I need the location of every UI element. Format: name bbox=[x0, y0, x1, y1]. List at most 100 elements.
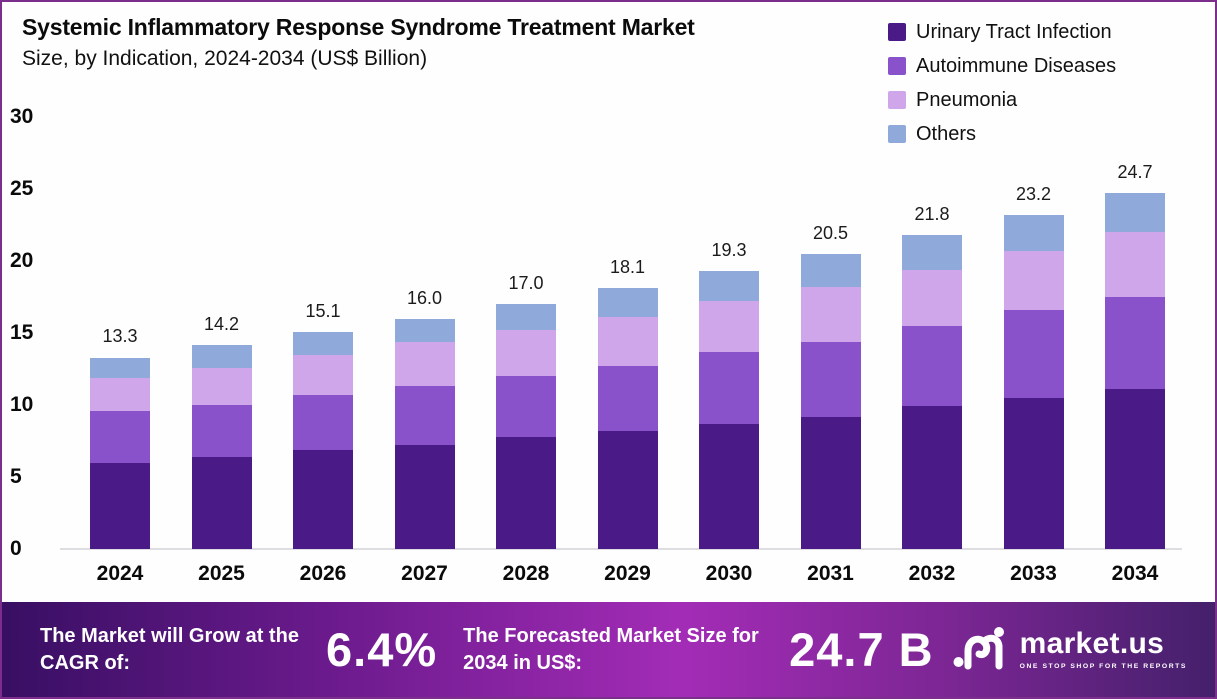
y-axis-tick-label: 15 bbox=[10, 321, 34, 344]
bar-segment-others bbox=[902, 235, 962, 270]
bar-segment-urinary-tract-infection bbox=[1105, 389, 1165, 549]
bar-segment-pneumonia bbox=[1003, 250, 1064, 310]
bar-2027 bbox=[394, 318, 455, 549]
bar-segment-others bbox=[394, 318, 455, 342]
y-axis-tick-label: 5 bbox=[10, 465, 22, 488]
x-axis-label-2025: 2025 bbox=[198, 562, 245, 585]
y-axis-tick-label: 10 bbox=[10, 393, 34, 416]
bar-segment-others bbox=[800, 253, 861, 287]
legend-item-urinary-tract-infection: Urinary Tract Infection bbox=[888, 15, 1116, 49]
chart-subtitle: Size, by Indication, 2024-2034 (US$ Bill… bbox=[22, 47, 428, 70]
bar-2028 bbox=[496, 304, 556, 549]
y-axis-tick-label: 25 bbox=[10, 177, 34, 200]
bar-total-label-2034: 24.7 bbox=[1117, 162, 1153, 183]
bar-total-label-2026: 15.1 bbox=[305, 300, 341, 321]
bar-segment-pneumonia bbox=[800, 286, 861, 342]
bar-segment-pneumonia bbox=[90, 377, 150, 411]
x-axis-label-2030: 2030 bbox=[705, 562, 753, 585]
bar-segment-pneumonia bbox=[496, 330, 556, 377]
bar-2024 bbox=[90, 357, 150, 549]
bar-segment-urinary-tract-infection bbox=[902, 406, 962, 549]
chart-title-block: Systemic Inflammatory Response Syndrome … bbox=[22, 14, 695, 71]
bar-total-label-2028: 17.0 bbox=[508, 273, 544, 294]
forecast-value: 24.7 B bbox=[789, 623, 934, 676]
x-axis-label-2029: 2029 bbox=[604, 562, 651, 585]
x-axis-label-2024: 2024 bbox=[96, 562, 144, 585]
legend-swatch bbox=[888, 125, 906, 143]
bar-2030 bbox=[699, 271, 759, 549]
bar-segment-pneumonia bbox=[293, 354, 353, 395]
market-us-swirl-icon bbox=[953, 626, 1004, 669]
bar-segment-autoimmune-diseases bbox=[293, 394, 353, 450]
bottom-banner: The Market will Grow at the CAGR of: 6.4… bbox=[2, 602, 1215, 697]
x-axis-label-2027: 2027 bbox=[401, 562, 448, 585]
bar-2026 bbox=[293, 331, 353, 549]
bar-segment-others bbox=[1105, 193, 1165, 233]
bar-segment-autoimmune-diseases bbox=[902, 325, 962, 407]
bar-segment-urinary-tract-infection bbox=[394, 445, 455, 549]
bar-segment-urinary-tract-infection bbox=[597, 430, 658, 549]
bar-segment-urinary-tract-infection bbox=[293, 449, 353, 549]
bar-segment-autoimmune-diseases bbox=[90, 410, 150, 463]
bar-2031 bbox=[800, 253, 861, 549]
x-axis-label-2034: 2034 bbox=[1111, 562, 1159, 585]
stacked-bar-chart: 0 5 10 15 20 25 30 13.3 2024 14.2 2025 15.1 2026 16.0… bbox=[2, 2, 1215, 602]
bar-total-label-2030: 19.3 bbox=[711, 240, 747, 261]
legend-swatch bbox=[888, 57, 906, 75]
x-axis-label-2033: 2033 bbox=[1010, 562, 1057, 585]
bar-segment-pneumonia bbox=[699, 301, 759, 352]
y-axis-tick-label: 20 bbox=[10, 249, 34, 272]
bar-2034 bbox=[1105, 193, 1165, 549]
legend-label: Others bbox=[916, 122, 977, 145]
bar-segment-pneumonia bbox=[902, 269, 962, 326]
bar-segment-pneumonia bbox=[394, 341, 455, 387]
bar-segment-pneumonia bbox=[597, 317, 658, 367]
brand-name: market.us bbox=[1019, 627, 1165, 660]
legend-swatch bbox=[888, 91, 906, 109]
bar-segment-urinary-tract-infection bbox=[496, 436, 556, 549]
cagr-label: The Market will Grow at the CAGR of: bbox=[40, 625, 299, 674]
bar-segment-autoimmune-diseases bbox=[496, 376, 556, 437]
legend-label: Autoimmune Diseases bbox=[916, 54, 1117, 77]
chart-legend: Urinary Tract Infection Autoimmune Diseas… bbox=[888, 15, 1116, 151]
bar-segment-others bbox=[597, 288, 658, 318]
bar-segment-others bbox=[191, 344, 252, 368]
bar-segment-others bbox=[496, 304, 556, 331]
bar-total-label-2032: 21.8 bbox=[914, 204, 950, 225]
chart-title: Systemic Inflammatory Response Syndrome … bbox=[22, 14, 695, 40]
x-axis-label-2028: 2028 bbox=[502, 562, 550, 585]
legend-label: Urinary Tract Infection bbox=[916, 20, 1112, 43]
brand-logo: market.us ONE STOP SHOP FOR THE REPORTS bbox=[952, 624, 1187, 676]
bar-segment-urinary-tract-infection bbox=[191, 456, 252, 549]
legend-item-others: Others bbox=[888, 117, 1116, 151]
x-axis-label-2026: 2026 bbox=[299, 562, 347, 585]
bar-segment-others bbox=[699, 271, 759, 302]
bar-2029 bbox=[597, 288, 658, 549]
bar-segment-autoimmune-diseases bbox=[800, 341, 861, 417]
bar-segment-others bbox=[293, 331, 353, 355]
bar-segment-others bbox=[1003, 214, 1064, 251]
brand-text: market.us ONE STOP SHOP FOR THE REPORTS bbox=[1019, 627, 1187, 671]
bar-segment-autoimmune-diseases bbox=[394, 386, 455, 446]
bar-segment-urinary-tract-infection bbox=[800, 416, 861, 549]
x-axis-label-2032: 2032 bbox=[908, 562, 956, 585]
y-axis-tick-label: 30 bbox=[10, 105, 34, 128]
x-axis-label-2031: 2031 bbox=[807, 562, 854, 585]
legend-item-pneumonia: Pneumonia bbox=[888, 83, 1116, 117]
bar-segment-autoimmune-diseases bbox=[699, 351, 759, 424]
legend-swatch bbox=[888, 23, 906, 41]
bar-2033 bbox=[1003, 214, 1064, 549]
bar-total-label-2027: 16.0 bbox=[406, 287, 443, 308]
bar-segment-autoimmune-diseases bbox=[1105, 297, 1165, 390]
brand-tagline: ONE STOP SHOP FOR THE REPORTS bbox=[1019, 663, 1187, 670]
bar-2025 bbox=[191, 344, 252, 549]
cagr-value: 6.4% bbox=[326, 623, 438, 676]
y-axis-tick-label: 0 bbox=[10, 537, 22, 560]
bar-total-label-2024: 13.3 bbox=[102, 326, 138, 347]
bar-2032 bbox=[902, 235, 962, 549]
bar-segment-autoimmune-diseases bbox=[191, 405, 252, 457]
bar-segment-others bbox=[90, 357, 150, 378]
bar-segment-autoimmune-diseases bbox=[1003, 309, 1064, 398]
bar-total-label-2031: 20.5 bbox=[812, 222, 849, 243]
